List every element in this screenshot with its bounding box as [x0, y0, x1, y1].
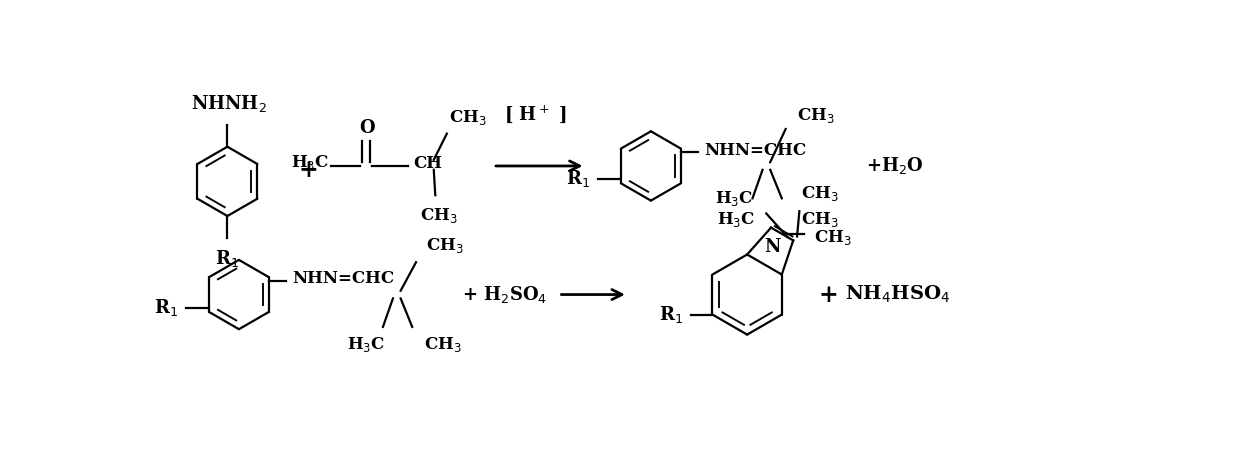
Text: CH: CH [414, 155, 443, 172]
Text: R$_1$: R$_1$ [567, 168, 590, 189]
Text: H$_3$C: H$_3$C [291, 152, 329, 172]
Text: N: N [764, 238, 781, 257]
Text: NHN=CHC: NHN=CHC [293, 270, 394, 287]
Text: +H$_2$O: +H$_2$O [867, 156, 924, 176]
Text: H$_3$C: H$_3$C [717, 210, 755, 229]
Text: CH$_3$: CH$_3$ [449, 108, 487, 128]
Text: R$_1$: R$_1$ [216, 248, 239, 269]
Text: + H$_2$SO$_4$: + H$_2$SO$_4$ [463, 284, 547, 305]
Text: NH$_4$HSO$_4$: NH$_4$HSO$_4$ [844, 284, 950, 305]
Text: [ H$^+$ ]: [ H$^+$ ] [505, 104, 567, 125]
Text: NHN=CHC: NHN=CHC [704, 142, 806, 159]
Text: CH$_3$: CH$_3$ [815, 229, 852, 247]
Text: CH$_3$: CH$_3$ [424, 335, 461, 353]
Text: CH$_3$: CH$_3$ [420, 206, 458, 225]
Text: CH$_3$: CH$_3$ [427, 235, 464, 254]
Text: +: + [299, 158, 319, 182]
Text: CH$_3$: CH$_3$ [801, 210, 838, 229]
Text: O: O [360, 119, 376, 137]
Text: H$_3$C: H$_3$C [347, 335, 386, 353]
Text: H$_3$C: H$_3$C [715, 189, 753, 208]
Text: NHNH$_2$: NHNH$_2$ [191, 93, 267, 114]
Text: R$_1$: R$_1$ [154, 297, 179, 318]
Text: CH$_3$: CH$_3$ [797, 106, 835, 125]
Text: CH$_3$: CH$_3$ [801, 185, 838, 203]
Text: R$_1$: R$_1$ [660, 304, 683, 325]
Text: +: + [818, 283, 838, 307]
